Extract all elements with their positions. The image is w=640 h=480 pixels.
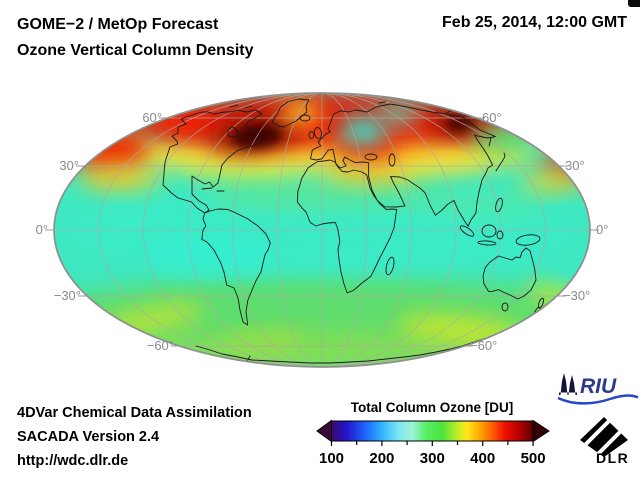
title-line-1: GOME−2 / MetOp Forecast (17, 16, 219, 33)
footer-credits: 4DVar Chemical Data Assimilation SACADA … (17, 401, 252, 473)
latitude-label: 30° (565, 158, 585, 173)
colorbar-tick-label: 100 (319, 450, 344, 467)
colorbar-arrow-right (532, 419, 550, 443)
version-label: SACADA Version 2.4 (17, 429, 160, 445)
colorbar-tick-label: 400 (470, 450, 495, 467)
latitude-label: −30° (563, 288, 590, 303)
window-corner-mark (628, 0, 640, 7)
colorbar-tick-label: 300 (420, 450, 445, 467)
cathedral-icon (559, 373, 577, 395)
colorbar: Total Column Ozone [DU] 100 200 300 400 … (316, 400, 550, 467)
latitude-label: −60° (147, 338, 174, 353)
riu-logo: RIU (557, 373, 639, 405)
latitude-label: 60° (482, 110, 502, 125)
riu-wave-icon (557, 394, 639, 405)
dlr-logo: DLR (580, 416, 629, 466)
latitude-label: 0° (36, 222, 48, 237)
colorbar-tick-label: 500 (521, 450, 546, 467)
forecast-datetime: Feb 25, 2014, 12:00 GMT (442, 14, 627, 31)
footer-url: http://wdc.dlr.de (17, 453, 129, 469)
latitude-label: 60° (142, 110, 162, 125)
title-line-2: Ozone Vertical Column Density (17, 42, 254, 59)
colorbar-gradient-bar (331, 420, 534, 442)
colorbar-tick-label: 200 (369, 450, 394, 467)
map-rim (53, 92, 591, 368)
latitude-labels: 60° 30° 0° −30° −60° 60° 30° 0° −30° −60… (36, 110, 609, 353)
dlr-wordmark: DLR (596, 450, 629, 466)
page-title: GOME−2 / MetOp Forecast Ozone Vertical C… (17, 12, 254, 64)
dlr-emblem-icon (580, 416, 628, 458)
colorbar-arrow-left (316, 419, 332, 443)
graticule (54, 92, 590, 368)
latitude-label: −60° (470, 338, 497, 353)
latitude-label: −30° (54, 288, 81, 303)
riu-wordmark: RIU (580, 375, 617, 398)
assimilation-label: 4DVar Chemical Data Assimilation (17, 405, 252, 421)
latitude-label: 0° (596, 222, 608, 237)
colorbar-title: Total Column Ozone [DU] (351, 400, 513, 415)
colorbar-tick-marks (330, 441, 534, 446)
latitude-label: 30° (59, 158, 79, 173)
